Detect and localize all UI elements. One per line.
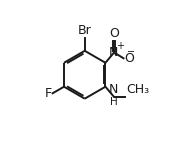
Text: CH₃: CH₃ <box>126 83 149 96</box>
Text: +: + <box>116 41 124 51</box>
Text: F: F <box>45 87 52 100</box>
Text: N: N <box>109 83 119 96</box>
Text: H: H <box>110 97 118 107</box>
Text: O: O <box>125 52 134 65</box>
Text: −: − <box>127 48 135 57</box>
Text: O: O <box>109 27 119 40</box>
Text: Br: Br <box>78 24 92 37</box>
Text: N: N <box>109 46 119 59</box>
